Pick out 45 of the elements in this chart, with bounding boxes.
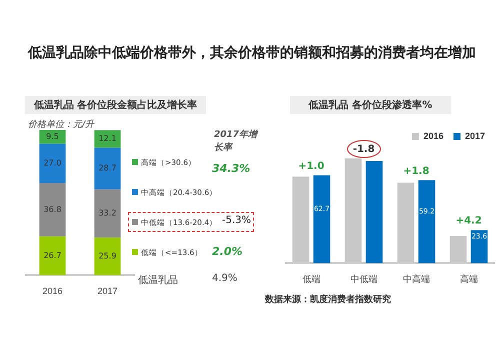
- x-tick-label: 高端: [460, 274, 478, 284]
- data-label: 28.7: [98, 164, 116, 173]
- bar: [292, 176, 310, 264]
- annotation: 价格单位：元/升: [28, 118, 94, 131]
- chart-subtitle: 低温乳品 各价位段渗透率%: [290, 96, 451, 114]
- source-note: 数据来源：凯度消费者指数研究: [265, 293, 391, 306]
- data-label: 26.7: [44, 250, 62, 260]
- annotation: +1.8: [403, 166, 430, 177]
- x-tick-label: 中低端: [350, 274, 378, 284]
- bar: [94, 148, 121, 190]
- legend-label: 2016: [423, 130, 444, 141]
- bar: [94, 130, 121, 148]
- data-label: 36.8: [44, 204, 62, 214]
- bar: [39, 144, 66, 183]
- annotation: +1.0: [298, 160, 324, 172]
- bar: [94, 238, 121, 276]
- data-label: 27.0: [44, 158, 62, 168]
- bar: [450, 236, 467, 264]
- x-tick-label: 中高端: [402, 274, 430, 284]
- data-label: 33.2: [98, 208, 116, 218]
- text: 低温乳品除中低端价格带外，其余价格带的销额和招募的消费者均在增加: [28, 44, 477, 62]
- text: 4.9%: [212, 273, 238, 284]
- bar: [470, 230, 488, 264]
- bar: [313, 175, 330, 264]
- bar: [39, 236, 66, 276]
- data-label: 9.5: [46, 132, 59, 141]
- bar: [94, 189, 121, 238]
- bar: [418, 180, 436, 264]
- text: 2.0%: [212, 245, 243, 258]
- text: 34.3%: [212, 162, 250, 175]
- text: 2017年增长率: [214, 128, 258, 154]
- data-label: 12.1: [98, 134, 116, 144]
- annotation: -1.8: [352, 144, 375, 156]
- x-tick-label: 低端: [302, 274, 320, 284]
- chart-subtitle: 低温乳品 各价位段金额占比及增长率: [25, 96, 206, 114]
- legend-label: 2017: [464, 130, 486, 141]
- bar: [366, 160, 383, 264]
- text: -5.3%: [222, 215, 252, 226]
- bar: [344, 158, 362, 264]
- data-label: 25.9: [98, 251, 116, 260]
- annotation: +4.2: [456, 216, 482, 227]
- text: 低温乳品: [138, 274, 178, 287]
- bar: [397, 182, 414, 264]
- bar: [39, 130, 66, 144]
- bar: [39, 183, 66, 236]
